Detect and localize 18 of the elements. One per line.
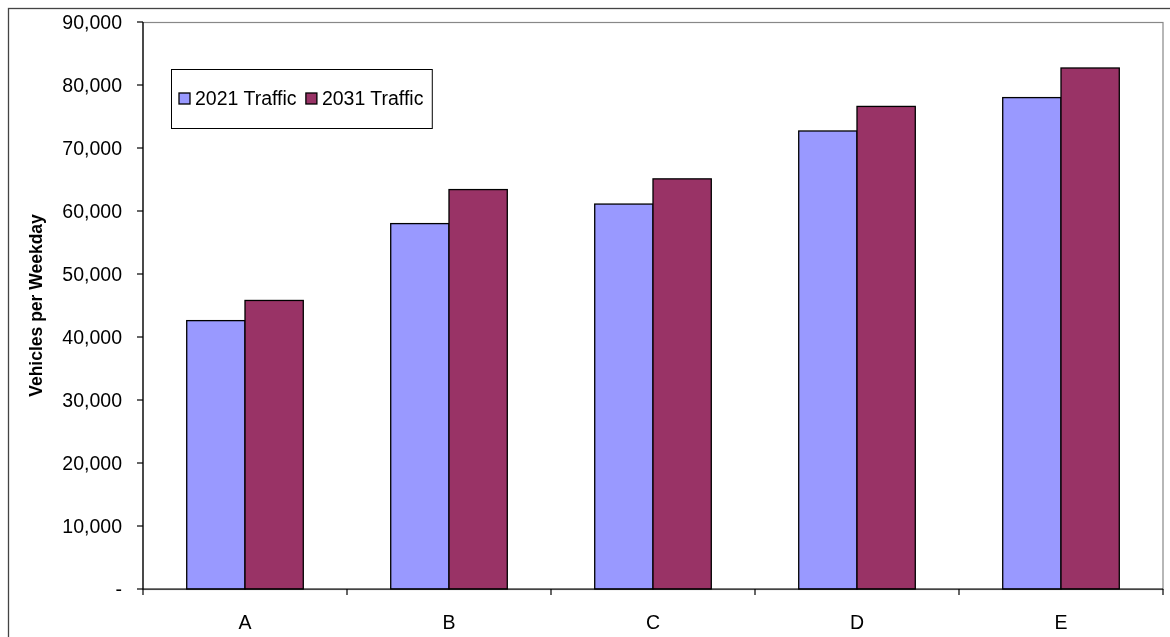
x-tick-label: A bbox=[238, 610, 252, 633]
legend-label: 2031 Traffic bbox=[321, 87, 424, 110]
x-tick-label: E bbox=[1054, 610, 1068, 633]
y-tick-label: 20,000 bbox=[62, 451, 123, 474]
y-tick-label: 90,000 bbox=[62, 10, 123, 33]
y-tick-label: - bbox=[115, 577, 122, 600]
x-tick-label: C bbox=[645, 610, 661, 633]
y-tick-label: 70,000 bbox=[62, 136, 123, 159]
x-tick-label: B bbox=[442, 610, 456, 633]
y-tick-label: 80,000 bbox=[62, 73, 123, 96]
y-tick-label: 30,000 bbox=[62, 388, 123, 411]
y-tick-label: 50,000 bbox=[62, 262, 123, 285]
y-tick-label: 10,000 bbox=[62, 514, 123, 537]
legend-label: 2021 Traffic bbox=[195, 87, 297, 110]
y-tick-label: 60,000 bbox=[62, 199, 123, 222]
y-tick-label: 40,000 bbox=[62, 325, 123, 348]
x-tick-label: D bbox=[849, 610, 865, 633]
y-axis-title: Vehicles per Weekday bbox=[26, 213, 47, 397]
